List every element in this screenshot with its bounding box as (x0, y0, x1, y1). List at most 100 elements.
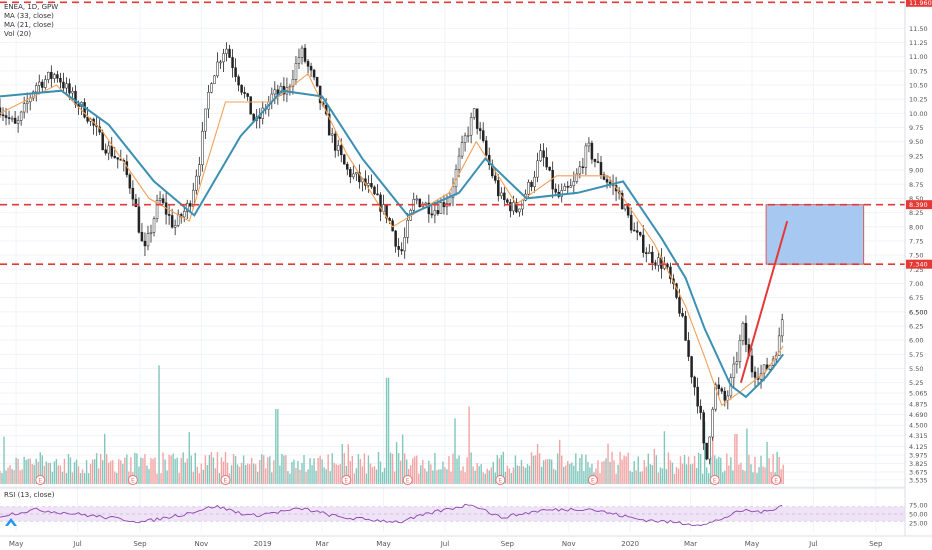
volume-bar (492, 461, 494, 484)
price-tick-label: 7.50 (909, 252, 923, 260)
tradingview-logo-icon[interactable] (4, 517, 18, 527)
price-tick-label: 11.50 (909, 25, 928, 33)
time-tick-label: 2019 (254, 540, 272, 548)
candle-body (512, 202, 515, 212)
candle-body (460, 142, 464, 157)
candle-body (237, 76, 240, 86)
volume-bar (601, 461, 603, 484)
candle-body (690, 356, 693, 378)
candle-body (642, 234, 645, 253)
volume-bar (126, 454, 128, 484)
price-tick-label: 7.00 (909, 280, 923, 288)
volume-bar (259, 460, 261, 484)
volume-bar (31, 463, 33, 484)
volume-bar (484, 473, 486, 484)
candle-body (415, 198, 419, 201)
volume-bar (554, 470, 557, 484)
volume-bar (83, 473, 86, 484)
candle-body (355, 172, 358, 175)
volume-bar (116, 472, 118, 484)
volume-bar (490, 467, 492, 484)
volume-bar (740, 462, 742, 484)
candle-body (4, 115, 8, 118)
volume-bar (754, 456, 756, 484)
volume-bar (718, 456, 720, 484)
volume-bar (683, 454, 686, 484)
ma33-line (0, 89, 784, 399)
price-tick-label: 6.75 (909, 294, 923, 302)
candle-body (161, 198, 165, 204)
volume-bar (486, 468, 488, 484)
volume-bar (561, 455, 563, 484)
volume-bar (681, 463, 684, 484)
candle-body (352, 173, 355, 178)
volume-bar (607, 443, 609, 484)
candle-body (530, 182, 533, 188)
volume-bar (210, 452, 213, 484)
candle-body (128, 174, 132, 189)
legend-symbol[interactable]: ENEA, 1D, GPW (4, 3, 59, 11)
volume-bar (746, 428, 748, 484)
volume-bar (281, 453, 283, 484)
candle-body (312, 69, 316, 78)
volume-bar (222, 461, 225, 484)
volume-bar (5, 470, 7, 484)
volume-bar (158, 365, 160, 484)
price-tick-label: 3.535 (909, 476, 928, 484)
volume-bar (393, 471, 396, 484)
candle-body (723, 390, 727, 401)
volume-bar (468, 406, 470, 484)
volume-bar (152, 458, 154, 484)
candle-body (113, 155, 117, 158)
volume-bar (381, 472, 384, 484)
volume-bar (418, 473, 420, 484)
legend-ma21[interactable]: MA (21, close) (4, 21, 54, 29)
legend-volume[interactable]: Vol (20) (4, 30, 32, 38)
price-badge-label: 8.390 (909, 201, 928, 209)
candle-body (38, 81, 41, 86)
volume-bar (502, 451, 505, 484)
candle-body (702, 412, 705, 444)
candle-body (635, 230, 639, 233)
time-tick-label: Nov (562, 540, 576, 548)
candle-body (678, 297, 681, 314)
volume-bar (416, 455, 418, 484)
volume-bar (444, 467, 446, 484)
volume-bar (552, 468, 555, 484)
candle-body (228, 48, 231, 58)
volume-bar (69, 457, 72, 484)
volume-bar (238, 466, 241, 484)
volume-bar (365, 473, 368, 484)
volume-bar (448, 456, 450, 484)
candle-body (44, 79, 47, 88)
candle-body (596, 161, 600, 163)
volume-bar (37, 461, 39, 484)
target-zone-layer (765, 204, 865, 265)
volume-bar (403, 453, 406, 484)
price-tick-label: 9.75 (909, 124, 923, 132)
candle-body (406, 219, 409, 238)
candle-body (107, 145, 110, 154)
legend-ma33[interactable]: MA (33, close) (4, 12, 54, 20)
candle-body (34, 85, 38, 93)
price-tick-label: 9.25 (909, 152, 923, 160)
candle-body (648, 251, 651, 255)
candle-body (427, 202, 431, 215)
volume-bar (536, 444, 539, 484)
candle-body (176, 214, 180, 226)
moving-averages-layer (0, 72, 789, 407)
price-tick-label: 7.25 (909, 266, 923, 274)
volume-bar (373, 466, 376, 484)
time-tick-label: May (745, 540, 759, 548)
volume-bar (770, 471, 772, 484)
candle-body (225, 48, 228, 54)
volume-bar (305, 471, 307, 484)
volume-bar (462, 466, 464, 484)
price-tick-label: 11.25 (909, 39, 928, 47)
legend-rsi[interactable]: RSI (13, close) (4, 491, 55, 499)
time-tick-label: Jul (72, 540, 82, 548)
volume-bar (164, 459, 166, 484)
volume-bar (39, 452, 41, 484)
levels-layer (0, 1, 905, 265)
